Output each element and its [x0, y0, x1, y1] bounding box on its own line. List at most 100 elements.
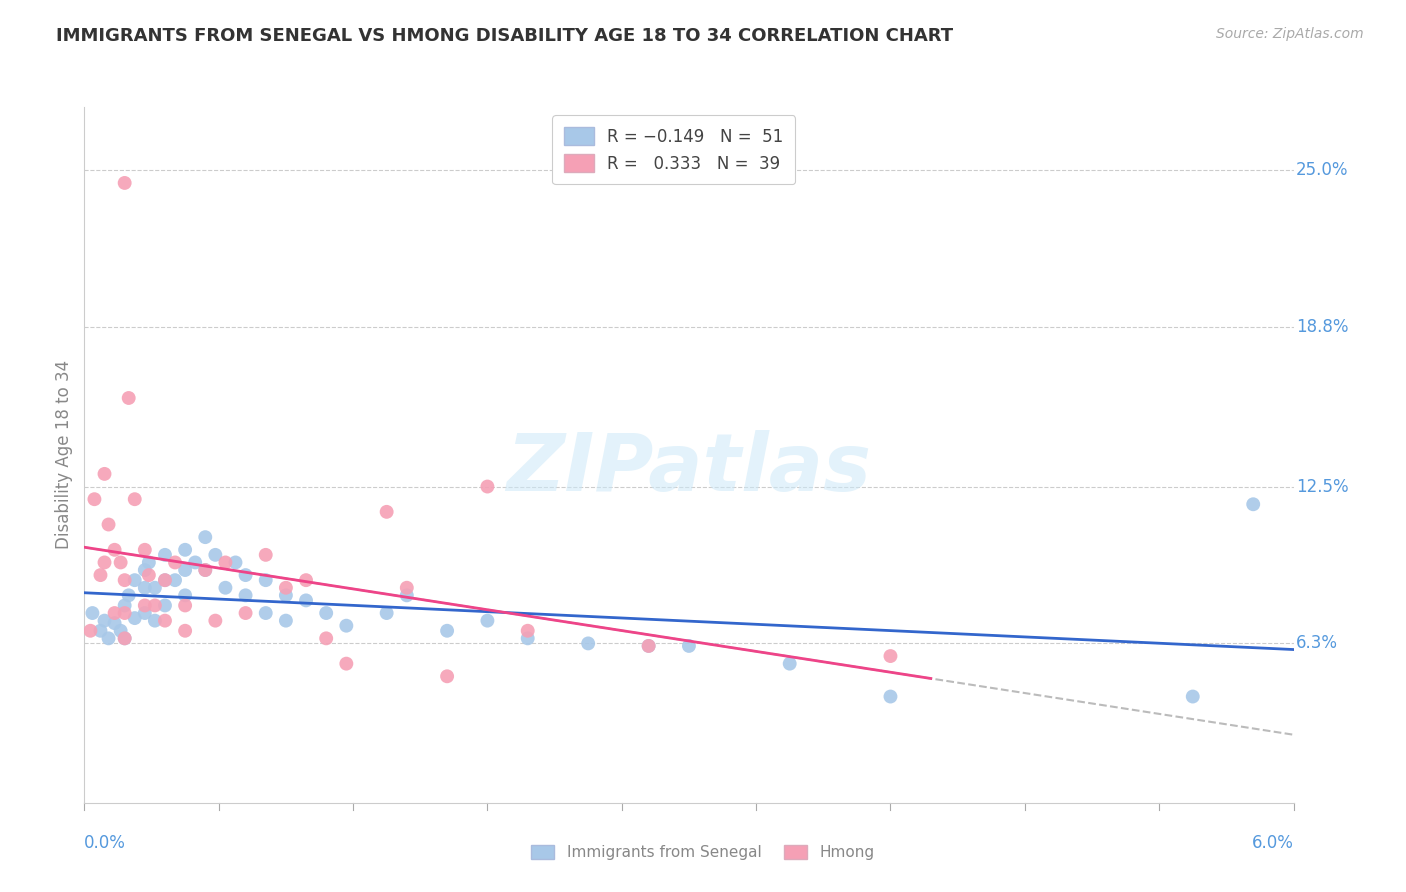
Point: [335, 657, 357, 671]
Point: [516, 632, 538, 646]
Point: [375, 606, 398, 620]
Point: [153, 573, 176, 587]
Point: [295, 593, 318, 607]
Point: [214, 556, 236, 570]
Point: [637, 639, 659, 653]
Text: 18.8%: 18.8%: [1296, 318, 1348, 336]
Point: [134, 563, 156, 577]
Point: [114, 599, 136, 613]
Point: [395, 588, 418, 602]
Point: [235, 588, 257, 602]
Point: [174, 542, 197, 557]
Point: [104, 542, 127, 557]
Point: [174, 599, 197, 613]
Text: IMMIGRANTS FROM SENEGAL VS HMONG DISABILITY AGE 18 TO 34 CORRELATION CHART: IMMIGRANTS FROM SENEGAL VS HMONG DISABIL…: [56, 27, 953, 45]
Point: [254, 573, 277, 587]
Point: [637, 639, 659, 653]
Point: [138, 568, 160, 582]
Point: [114, 606, 136, 620]
Point: [235, 568, 257, 582]
Point: [576, 636, 599, 650]
Point: [174, 624, 197, 638]
Point: [1181, 690, 1204, 704]
Point: [118, 588, 141, 602]
Point: [143, 581, 166, 595]
Point: [194, 530, 217, 544]
Point: [477, 614, 499, 628]
Point: [436, 624, 458, 638]
Point: [214, 581, 236, 595]
Point: [89, 568, 111, 582]
Point: [134, 599, 156, 613]
Point: [143, 599, 166, 613]
Point: [335, 618, 357, 632]
Point: [879, 648, 901, 663]
Point: [395, 581, 418, 595]
Point: [82, 606, 104, 620]
Point: [315, 606, 337, 620]
Text: 25.0%: 25.0%: [1296, 161, 1348, 179]
Point: [104, 616, 127, 631]
Point: [254, 606, 277, 620]
Point: [114, 632, 136, 646]
Point: [184, 556, 207, 570]
Point: [274, 581, 297, 595]
Point: [134, 606, 156, 620]
Point: [153, 548, 176, 562]
Point: [118, 391, 141, 405]
Point: [97, 517, 120, 532]
Point: [174, 588, 197, 602]
Point: [678, 639, 700, 653]
Y-axis label: Disability Age 18 to 34: Disability Age 18 to 34: [55, 360, 73, 549]
Legend: Immigrants from Senegal, Hmong: Immigrants from Senegal, Hmong: [526, 839, 880, 866]
Point: [104, 606, 127, 620]
Point: [93, 556, 115, 570]
Point: [477, 479, 499, 493]
Point: [124, 611, 146, 625]
Point: [163, 556, 186, 570]
Point: [153, 614, 176, 628]
Point: [225, 556, 247, 570]
Point: [516, 624, 538, 638]
Point: [79, 624, 101, 638]
Point: [254, 548, 277, 562]
Text: 6.3%: 6.3%: [1296, 634, 1339, 652]
Point: [110, 556, 132, 570]
Point: [83, 492, 105, 507]
Point: [274, 588, 297, 602]
Point: [143, 614, 166, 628]
Point: [114, 176, 136, 190]
Point: [93, 467, 115, 481]
Point: [204, 614, 226, 628]
Point: [375, 505, 398, 519]
Legend: R = −0.149   N =  51, R =   0.333   N =  39: R = −0.149 N = 51, R = 0.333 N = 39: [553, 115, 794, 185]
Point: [153, 573, 176, 587]
Point: [93, 614, 115, 628]
Point: [114, 573, 136, 587]
Point: [194, 563, 217, 577]
Point: [194, 563, 217, 577]
Point: [163, 573, 186, 587]
Text: 0.0%: 0.0%: [84, 834, 127, 852]
Point: [879, 690, 901, 704]
Point: [1241, 497, 1264, 511]
Point: [779, 657, 801, 671]
Text: 12.5%: 12.5%: [1296, 477, 1348, 496]
Point: [315, 632, 337, 646]
Point: [274, 614, 297, 628]
Text: Source: ZipAtlas.com: Source: ZipAtlas.com: [1216, 27, 1364, 41]
Point: [134, 542, 156, 557]
Point: [89, 624, 111, 638]
Point: [174, 563, 197, 577]
Point: [138, 556, 160, 570]
Point: [97, 632, 120, 646]
Point: [235, 606, 257, 620]
Point: [124, 573, 146, 587]
Point: [124, 492, 146, 507]
Point: [153, 599, 176, 613]
Point: [110, 624, 132, 638]
Point: [134, 581, 156, 595]
Point: [436, 669, 458, 683]
Text: 6.0%: 6.0%: [1251, 834, 1294, 852]
Point: [295, 573, 318, 587]
